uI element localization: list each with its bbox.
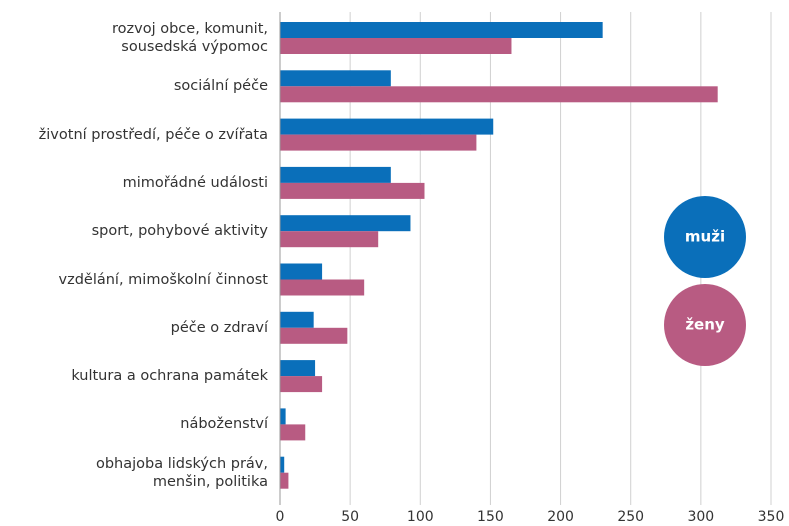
y-tick-label: sport, pohybové aktivity bbox=[91, 223, 268, 240]
bar bbox=[280, 22, 603, 38]
y-tick-label: rozvoj obce, komunit, sousedská výpomoc bbox=[112, 21, 268, 55]
x-tick-label: 100 bbox=[407, 509, 434, 525]
x-tick-label: 150 bbox=[477, 509, 504, 525]
bar bbox=[280, 166, 391, 183]
bar bbox=[280, 376, 323, 393]
legend-label: ženy bbox=[685, 316, 725, 334]
bar bbox=[280, 424, 306, 441]
x-tick-label: 350 bbox=[758, 509, 785, 525]
x-tick-label: 300 bbox=[687, 509, 714, 525]
bar bbox=[280, 456, 285, 473]
y-tick-label: kultura a ochrana památek bbox=[71, 368, 268, 385]
y-tick-label: sociální péče bbox=[173, 78, 268, 95]
x-tick-label: 50 bbox=[341, 509, 359, 525]
y-tick-label: mimořádné události bbox=[122, 174, 268, 191]
legend-marker bbox=[664, 196, 746, 278]
y-tick-label: vzdělání, mimoškolní činnost bbox=[58, 271, 268, 288]
legend-label: muži bbox=[685, 228, 725, 246]
bar bbox=[280, 134, 477, 151]
bar bbox=[280, 38, 512, 54]
bar bbox=[280, 311, 314, 328]
x-tick-label: 0 bbox=[276, 509, 285, 525]
bar bbox=[280, 118, 494, 135]
bar bbox=[280, 231, 379, 248]
bar bbox=[280, 86, 718, 103]
y-tick-label: péče o zdraví bbox=[170, 319, 268, 336]
bar bbox=[280, 182, 425, 199]
y-tick-label: životní prostředí, péče o zvířata bbox=[38, 126, 268, 143]
bar bbox=[280, 472, 289, 489]
bar bbox=[280, 263, 323, 280]
bar bbox=[280, 279, 365, 296]
bar bbox=[280, 70, 391, 87]
y-tick-label: obhajoba lidských práv, menšin, politika bbox=[95, 455, 268, 490]
x-tick-label: 250 bbox=[617, 509, 644, 525]
x-tick-label: 200 bbox=[547, 509, 574, 525]
legend-marker bbox=[664, 284, 746, 366]
bar bbox=[280, 215, 411, 232]
y-tick-label: náboženství bbox=[180, 416, 268, 433]
bar bbox=[280, 360, 316, 377]
bar bbox=[280, 327, 348, 344]
bar bbox=[280, 408, 286, 425]
